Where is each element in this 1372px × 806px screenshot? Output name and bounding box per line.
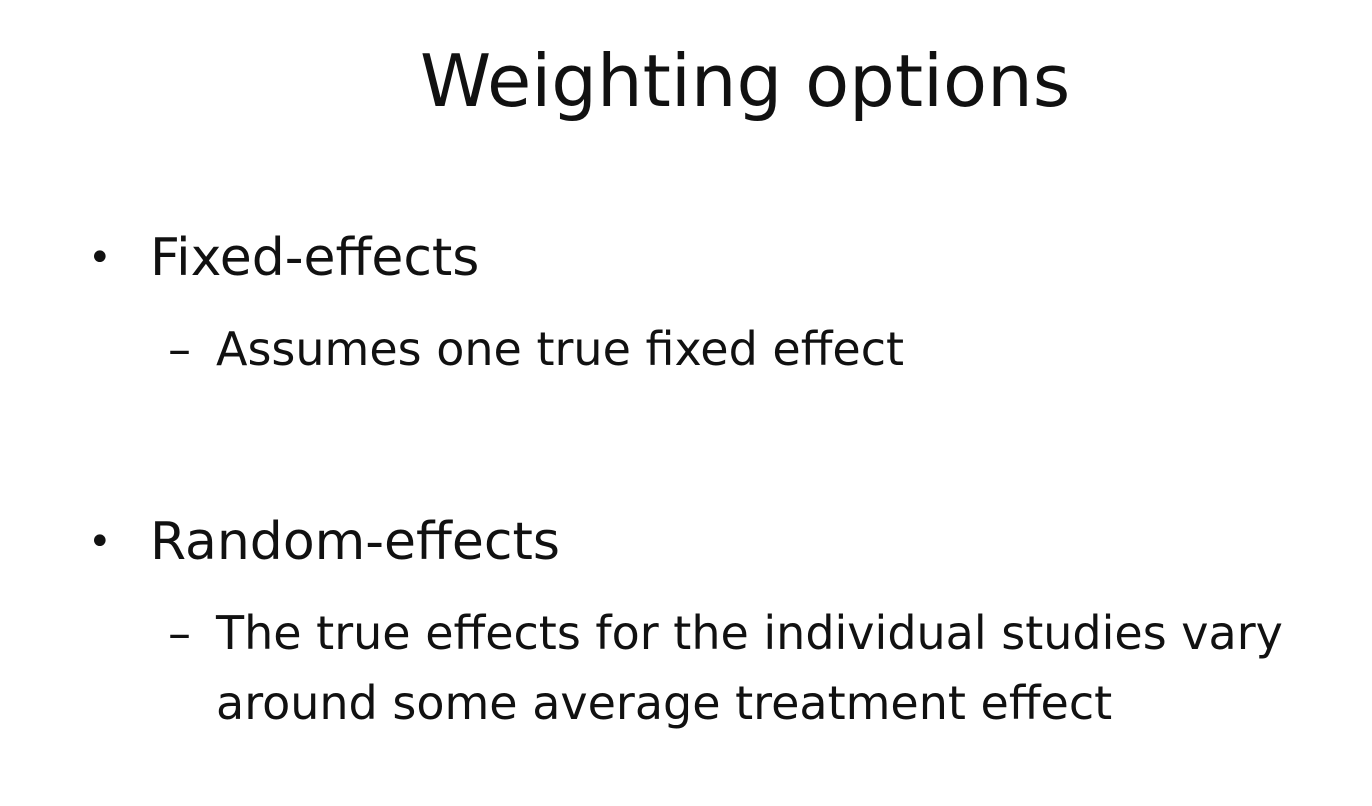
bullet-label: Random-effects xyxy=(150,512,560,572)
sub-marker: – xyxy=(168,322,191,376)
bullet-marker: • xyxy=(88,519,112,565)
bullet-random-effects: • Random-effects xyxy=(88,510,560,574)
sub-item-random-effects: – The true effects for the individual st… xyxy=(168,598,1356,738)
bullet-marker: • xyxy=(88,235,112,281)
sub-marker: – xyxy=(168,606,191,660)
sub-item-fixed-effects: – Assumes one true fixed effect xyxy=(168,314,904,384)
bullet-label: Fixed-effects xyxy=(150,228,480,288)
sub-text: The true effects for the individual stud… xyxy=(216,606,1283,730)
sub-text: Assumes one true fixed effect xyxy=(216,322,905,376)
bullet-fixed-effects: • Fixed-effects xyxy=(88,226,479,290)
slide-title: Weighting options xyxy=(420,39,1071,123)
